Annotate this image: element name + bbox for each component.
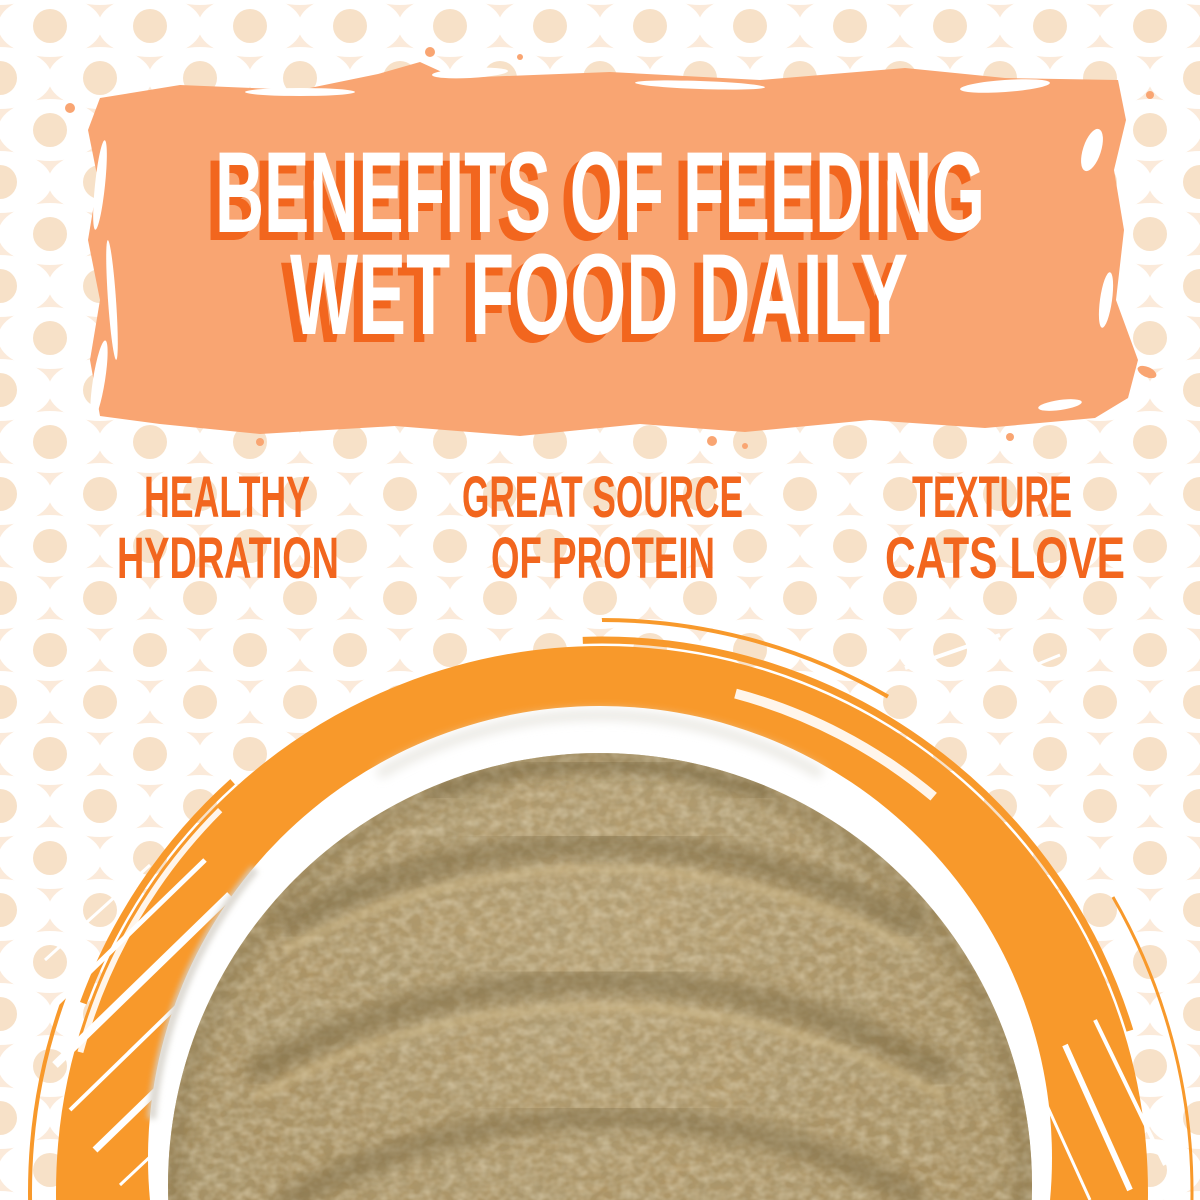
title-line1: BENEFITS OF FEEDING <box>215 129 985 257</box>
benefit-2-line2: OF PROTEIN <box>491 526 715 591</box>
title-line1-shadow: BENEFITS OF FEEDING <box>206 137 976 265</box>
title-shadow: BENEFITS OF FEEDING WET FOOD DAILY <box>206 137 976 367</box>
title-line2-shadow: WET FOOD DAILY <box>281 239 899 367</box>
benefit-1-line2: HYDRATION <box>117 526 339 591</box>
banner-paint-specks <box>65 47 1157 449</box>
benefit-healthy-hydration: HEALTHY HYDRATION <box>117 465 339 591</box>
brush-texture-arcs <box>10 600 1194 1200</box>
benefit-3-line1: TEXTURE <box>912 465 1072 530</box>
benefit-1-line1: HEALTHY <box>144 465 310 530</box>
wet-food-bowl-photo <box>10 600 1194 1200</box>
bowl-inner-shading <box>152 710 1048 1200</box>
title-text: BENEFITS OF FEEDING WET FOOD DAILY <box>215 129 985 359</box>
benefit-2-line1: GREAT SOURCE <box>462 465 743 530</box>
benefit-columns: HEALTHY HYDRATION GREAT SOURCE OF PROTEI… <box>117 465 1125 591</box>
banner-brush-gaps <box>90 67 1114 420</box>
orange-brush-ring <box>56 646 1148 1200</box>
benefit-3-line2: CATS LOVE <box>885 526 1125 591</box>
banner-brush-shape <box>88 62 1138 436</box>
benefit-texture-cats-love: TEXTURE CATS LOVE <box>885 465 1125 591</box>
benefit-great-source-of-protein: GREAT SOURCE OF PROTEIN <box>462 465 743 591</box>
title-line2: WET FOOD DAILY <box>290 231 908 359</box>
title-banner: BENEFITS OF FEEDING WET FOOD DAILY BENEF… <box>65 47 1157 449</box>
